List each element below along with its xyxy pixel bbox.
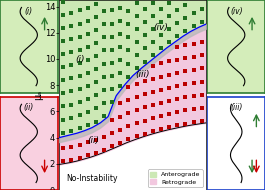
Text: (iii): (iii) <box>136 70 150 79</box>
Text: (iv): (iv) <box>154 23 169 32</box>
Text: (i): (i) <box>25 6 33 16</box>
Text: No-Instability: No-Instability <box>66 174 117 184</box>
Text: (i): (i) <box>76 55 85 64</box>
Text: (ii): (ii) <box>87 136 99 145</box>
Text: (iii): (iii) <box>230 103 242 112</box>
Text: (ii): (ii) <box>24 103 34 112</box>
Legend: Anterograde, Retrograde: Anterograde, Retrograde <box>148 169 203 187</box>
Y-axis label: μₐ: μₐ <box>33 90 43 100</box>
Text: (iv): (iv) <box>230 6 242 16</box>
